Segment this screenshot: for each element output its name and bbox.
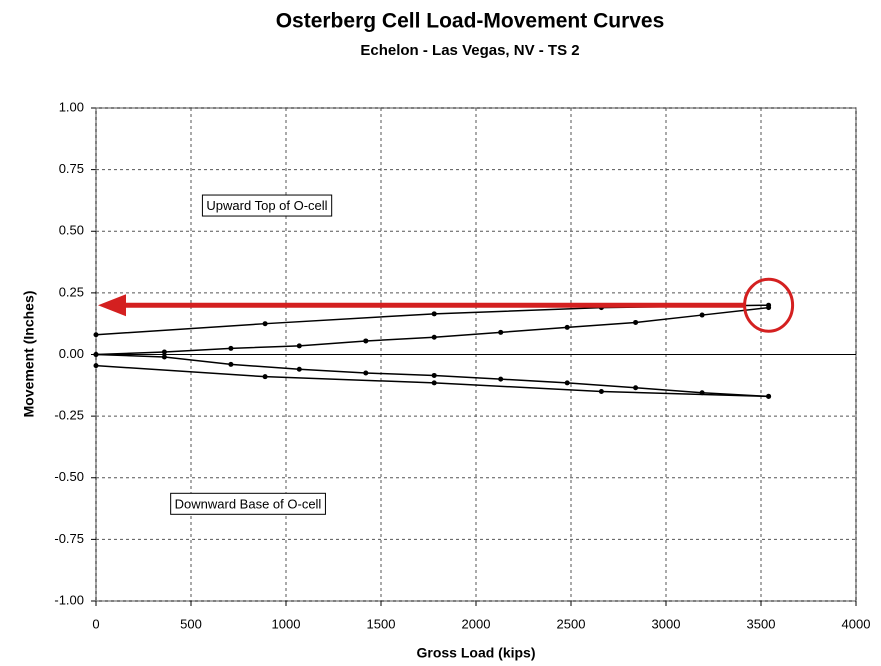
data-point [766,393,772,399]
data-point [766,302,772,308]
data-point [262,321,268,327]
y-tick-label: -0.50 [54,469,84,484]
data-point [564,380,570,386]
y-tick-label: -0.75 [54,531,84,546]
annotation: Downward Base of O-cell [175,496,322,511]
x-tick-label: 1500 [367,616,396,631]
data-point [633,385,639,391]
y-axis-label: Movement (Inches) [21,291,37,418]
y-tick-label: -0.25 [54,408,84,423]
data-point [363,370,369,376]
y-tick-label: 0.50 [59,223,84,238]
x-tick-label: 3500 [747,616,776,631]
data-point [598,388,604,394]
data-point [228,361,234,367]
data-point [93,363,99,369]
highlight-circle [743,277,795,333]
y-tick-label: 0.75 [59,161,84,176]
y-tick-label: 1.00 [59,99,84,114]
data-point [633,319,639,325]
data-point [498,329,504,335]
data-point [262,374,268,380]
annotation-box [201,194,333,217]
data-point [161,354,167,360]
chart-subtitle: Echelon - Las Vegas, NV - TS 2 [360,42,579,59]
y-tick-label: -1.00 [54,592,84,607]
data-point [228,345,234,351]
chart-title: Osterberg Cell Load-Movement Curves [276,10,665,33]
data-point [431,372,437,378]
data-point [93,332,99,338]
data-point [431,311,437,317]
data-point [564,324,570,330]
data-point [93,352,99,357]
data-point [431,334,437,340]
data-point [498,376,504,382]
data-point [296,366,302,372]
data-point [699,312,705,318]
data-point [431,380,437,386]
annotation: Upward Top of O-cell [206,198,327,213]
data-point [296,343,302,349]
x-tick-label: 0 [92,616,99,631]
data-point [161,349,167,355]
x-tick-label: 4000 [842,616,871,631]
y-tick-label: 0.25 [59,284,84,299]
annotation-box [170,492,326,515]
x-tick-label: 2000 [462,616,491,631]
data-point [363,338,369,344]
x-tick-label: 1000 [272,616,301,631]
x-axis-label: Gross Load (kips) [416,645,535,661]
y-tick-label: 0.00 [59,346,84,361]
x-tick-label: 2500 [557,616,586,631]
x-tick-label: 3000 [652,616,681,631]
highlight-arrowhead [98,294,126,317]
x-tick-label: 500 [180,616,202,631]
